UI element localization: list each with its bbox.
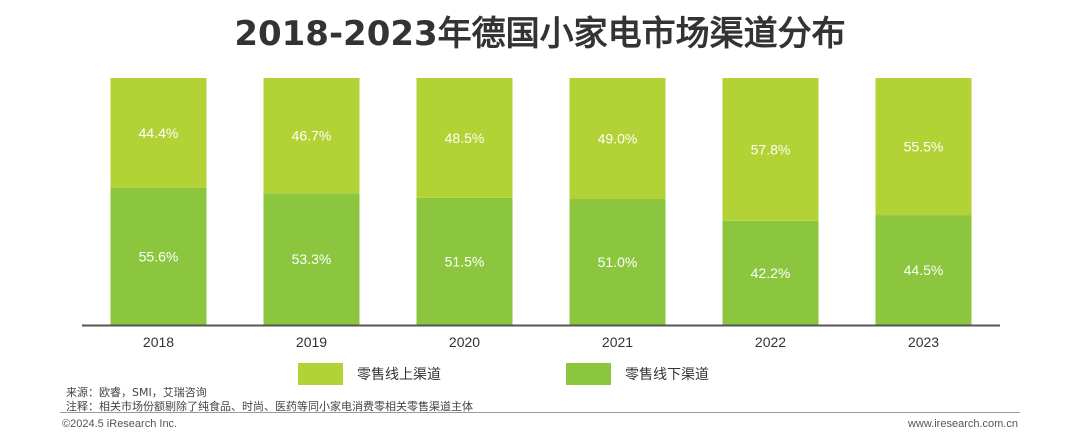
bar-online-2021 bbox=[569, 78, 666, 200]
bar-online-2018 bbox=[110, 78, 207, 188]
legend-item-online: 零售线上渠道 bbox=[298, 363, 441, 385]
bar-offline-2018 bbox=[110, 187, 207, 325]
copyright-text: ©2024.5 iResearch Inc. bbox=[62, 418, 178, 430]
bar-online-2022 bbox=[722, 78, 819, 221]
data-label-offline-2018: 55.6% bbox=[139, 248, 179, 264]
bar-online-2019 bbox=[263, 78, 360, 194]
data-label-online-2018: 44.4% bbox=[139, 125, 179, 141]
data-label-online-2022: 57.8% bbox=[751, 141, 791, 157]
legend-label-offline: 零售线下渠道 bbox=[625, 367, 709, 383]
bar-offline-2020 bbox=[416, 197, 513, 325]
bar-online-2023 bbox=[875, 78, 972, 216]
x-tick-label-2018: 2018 bbox=[143, 334, 174, 350]
legend-swatch-online bbox=[298, 363, 343, 385]
bar-offline-2019 bbox=[263, 193, 360, 325]
data-label-online-2019: 46.7% bbox=[292, 128, 332, 144]
bar-offline-2022 bbox=[722, 220, 819, 325]
data-label-online-2020: 48.5% bbox=[445, 130, 485, 146]
chart-title: 2018-2023年德国小家电市场渠道分布 bbox=[234, 14, 846, 54]
data-label-offline-2019: 53.3% bbox=[292, 251, 332, 267]
legend-swatch-offline bbox=[566, 363, 611, 385]
data-label-online-2023: 55.5% bbox=[904, 139, 944, 155]
data-label-online-2021: 49.0% bbox=[598, 131, 638, 147]
x-tick-label-2020: 2020 bbox=[449, 334, 480, 350]
bar-offline-2023 bbox=[875, 215, 972, 325]
bar-online-2020 bbox=[416, 78, 513, 198]
legend-item-offline: 零售线下渠道 bbox=[566, 363, 709, 385]
data-label-offline-2022: 42.2% bbox=[751, 265, 791, 281]
x-tick-label-2019: 2019 bbox=[296, 334, 327, 350]
x-tick-label-2023: 2023 bbox=[908, 334, 939, 350]
legend-label-online: 零售线上渠道 bbox=[357, 367, 441, 383]
website-text: www.iresearch.com.cn bbox=[907, 418, 1018, 430]
source-note: 来源：欧睿，SMI，艾瑞咨询 bbox=[66, 386, 207, 399]
data-label-offline-2021: 51.0% bbox=[598, 254, 638, 270]
data-label-offline-2020: 51.5% bbox=[445, 253, 485, 269]
data-label-offline-2023: 44.5% bbox=[904, 262, 944, 278]
footer-divider bbox=[60, 412, 1020, 413]
bar-offline-2021 bbox=[569, 199, 666, 325]
footnote: 注释：相关市场份额剔除了纯食品、时尚、医药等同小家电消费零相关零售渠道主体 bbox=[66, 400, 473, 413]
x-tick-label-2022: 2022 bbox=[755, 334, 786, 350]
x-tick-label-2021: 2021 bbox=[602, 334, 633, 350]
